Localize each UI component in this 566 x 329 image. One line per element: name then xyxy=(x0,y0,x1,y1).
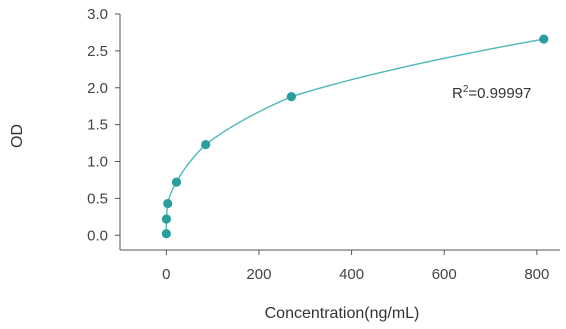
y-tick-label: 0.5 xyxy=(87,190,108,207)
data-point xyxy=(161,214,172,224)
x-tick-label: 400 xyxy=(339,266,364,283)
x-axis-title: Concentration(ng/mL) xyxy=(265,305,420,322)
data-point xyxy=(539,34,549,44)
x-tick-label: 800 xyxy=(524,266,549,283)
r-squared-value: =0.99997 xyxy=(468,85,531,102)
r-squared-annotation: R2=0.99997 xyxy=(452,84,531,102)
y-axis-ticks: 0.0 0.5 1.0 1.5 2.0 2.5 3.0 xyxy=(87,6,120,244)
data-point xyxy=(163,198,173,209)
y-tick-label: 1.5 xyxy=(87,117,108,134)
data-point xyxy=(286,92,296,102)
r-squared-prefix: R xyxy=(452,85,463,102)
data-point xyxy=(171,177,182,187)
y-tick-label: 2.0 xyxy=(87,80,108,97)
y-tick-label: 3.0 xyxy=(87,6,108,23)
x-tick-label: 200 xyxy=(246,266,271,283)
y-tick-label: 0.0 xyxy=(87,227,108,244)
fit-curve xyxy=(165,38,544,234)
y-tick-label: 2.5 xyxy=(87,43,108,60)
x-tick-label: 0 xyxy=(162,266,170,283)
axes xyxy=(119,14,560,251)
data-point xyxy=(161,229,171,239)
data-point xyxy=(201,139,211,150)
x-axis-ticks: 0 200 400 600 800 xyxy=(162,250,549,283)
data-points xyxy=(161,34,549,239)
r-squared-superscript: 2 xyxy=(463,84,469,95)
y-axis-title: OD xyxy=(9,124,26,148)
x-tick-label: 600 xyxy=(432,266,457,283)
y-tick-label: 1.0 xyxy=(87,154,108,171)
